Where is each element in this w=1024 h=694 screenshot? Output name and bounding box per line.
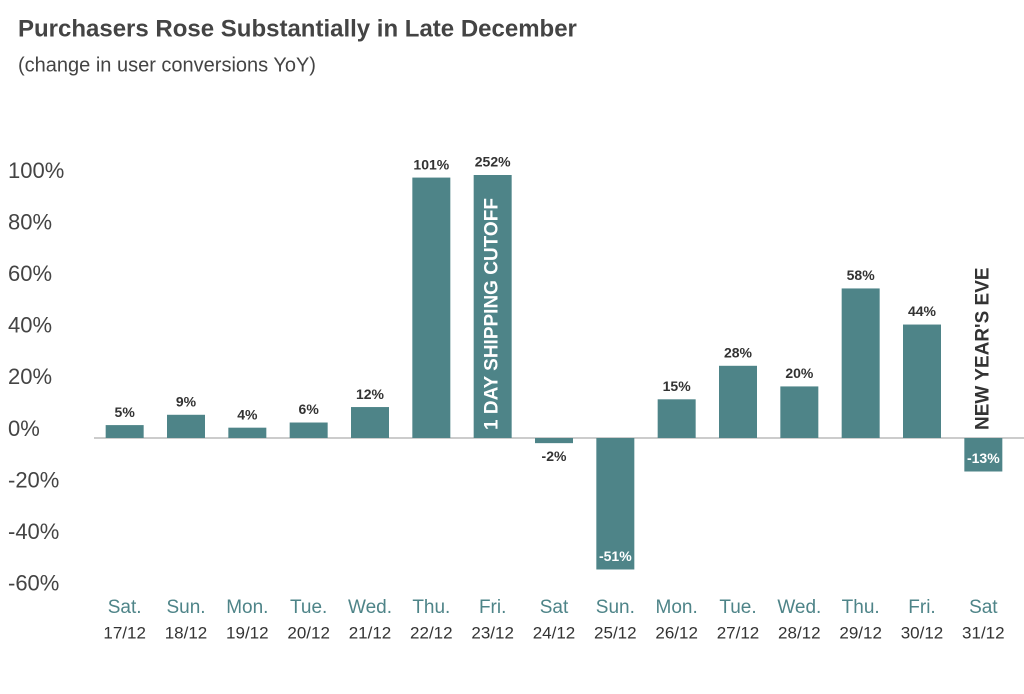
x-tick-label: 17/12	[103, 623, 146, 642]
x-tick-label: Sat.	[108, 597, 142, 618]
value-label: 9%	[176, 393, 197, 409]
value-label: 44%	[908, 303, 937, 319]
chart-subtitle: (change in user conversions YoY)	[18, 54, 316, 76]
bars	[105, 175, 1003, 570]
x-tick-label: 29/12	[839, 623, 882, 642]
value-label: -51%	[599, 548, 632, 564]
bar	[903, 324, 941, 438]
bar	[596, 437, 635, 570]
y-tick-label: -40%	[8, 519, 59, 544]
chart-title: Purchasers Rose Substantially in Late De…	[18, 15, 577, 42]
x-tick-label: Mon.	[226, 597, 268, 618]
bar	[167, 414, 205, 438]
y-tick-label: 60%	[8, 261, 52, 286]
y-tick-label: 80%	[8, 210, 52, 235]
x-tick-label: 28/12	[778, 623, 821, 642]
y-tick-label: -20%	[8, 467, 59, 492]
bar	[228, 427, 267, 438]
value-label: 28%	[724, 344, 753, 360]
y-tick-label: 100%	[8, 158, 64, 183]
x-tick-label: 26/12	[655, 623, 698, 642]
x-tick-label: Sat	[969, 597, 998, 618]
value-label: 20%	[785, 365, 814, 381]
x-tick-label: 31/12	[962, 623, 1005, 642]
bar	[289, 422, 328, 438]
value-label: -2%	[542, 448, 567, 464]
value-label: 15%	[663, 378, 692, 394]
value-label: 4%	[237, 406, 258, 422]
bar	[964, 437, 1003, 472]
value-label: 252%	[475, 154, 511, 170]
y-tick-label: 40%	[8, 313, 52, 338]
x-tick-label: Thu.	[412, 597, 450, 618]
value-label: 5%	[115, 404, 136, 420]
value-label: 58%	[847, 267, 876, 283]
y-tick-label: 20%	[8, 364, 52, 389]
bar	[780, 386, 819, 438]
x-tick-label: Fri.	[908, 597, 935, 618]
annotation: NEW YEAR'S EVE	[972, 267, 993, 430]
bar	[841, 288, 880, 438]
bar	[105, 425, 144, 438]
y-tick-label: 0%	[8, 416, 40, 441]
value-label: -13%	[967, 450, 1000, 466]
x-tick-label: Tue.	[719, 597, 756, 618]
value-label: 101%	[413, 156, 449, 172]
x-tick-label: Sun.	[166, 597, 205, 618]
x-tick-label: 25/12	[594, 623, 637, 642]
x-tick-label: Wed.	[348, 597, 392, 618]
x-tick-label: 27/12	[717, 623, 760, 642]
x-tick-label: 23/12	[471, 623, 514, 642]
x-tick-label: Sun.	[596, 597, 635, 618]
x-tick-label: Sat	[540, 597, 569, 618]
bar	[657, 399, 696, 438]
bar	[351, 407, 389, 438]
x-tick-label: 18/12	[165, 623, 208, 642]
x-tick-label: 19/12	[226, 623, 269, 642]
annotation: 1 DAY SHIPPING CUTOFF	[482, 198, 503, 430]
bar	[719, 365, 757, 438]
x-tick-label: Thu.	[842, 597, 880, 618]
x-tick-label: Fri.	[479, 597, 506, 618]
bar	[412, 177, 451, 438]
x-tick-label: 21/12	[349, 623, 392, 642]
x-tick-label: 24/12	[533, 623, 576, 642]
x-tick-label: Tue.	[290, 597, 327, 618]
bar	[473, 175, 512, 438]
x-tick-label: Wed.	[777, 597, 821, 618]
x-tick-label: 20/12	[287, 623, 330, 642]
x-tick-label: 22/12	[410, 623, 453, 642]
x-tick-label: 30/12	[901, 623, 944, 642]
bar	[535, 437, 573, 444]
value-label: 12%	[356, 386, 385, 402]
value-label: 6%	[299, 401, 320, 417]
y-tick-label: -60%	[8, 570, 59, 595]
x-tick-label: Mon.	[656, 597, 698, 618]
